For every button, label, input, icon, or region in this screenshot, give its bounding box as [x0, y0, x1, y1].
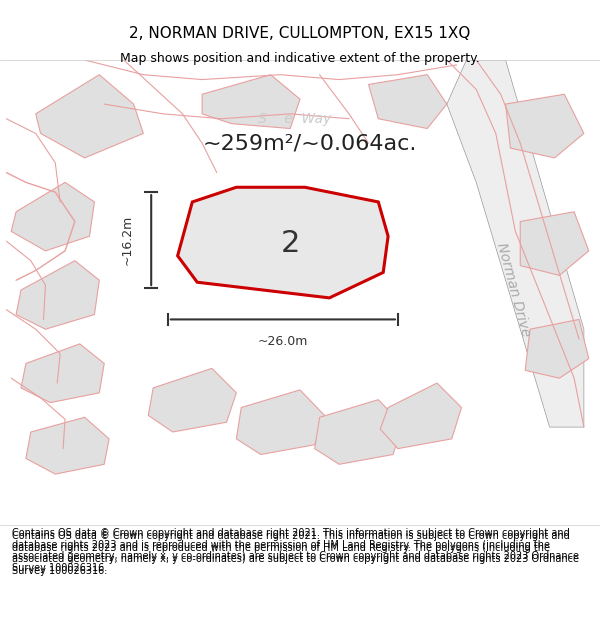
- Text: 2: 2: [281, 229, 300, 258]
- Text: 2, NORMAN DRIVE, CULLOMPTON, EX15 1XQ: 2, NORMAN DRIVE, CULLOMPTON, EX15 1XQ: [130, 26, 470, 41]
- Polygon shape: [26, 418, 109, 474]
- Polygon shape: [148, 368, 236, 432]
- Text: ~26.0m: ~26.0m: [257, 335, 308, 348]
- Polygon shape: [314, 400, 403, 464]
- Polygon shape: [35, 74, 143, 158]
- Text: Contains OS data © Crown copyright and database right 2021. This information is : Contains OS data © Crown copyright and d…: [12, 528, 579, 573]
- Polygon shape: [506, 94, 584, 158]
- Polygon shape: [202, 74, 300, 129]
- Polygon shape: [447, 60, 584, 427]
- Polygon shape: [368, 74, 447, 129]
- Text: ~259m²/~0.064ac.: ~259m²/~0.064ac.: [203, 133, 417, 153]
- Polygon shape: [380, 383, 461, 449]
- Text: Contains OS data © Crown copyright and database right 2021. This information is : Contains OS data © Crown copyright and d…: [12, 531, 579, 576]
- Polygon shape: [236, 390, 325, 454]
- Text: S    e  Way: S e Way: [259, 112, 332, 126]
- Polygon shape: [178, 188, 388, 298]
- Polygon shape: [520, 212, 589, 276]
- Polygon shape: [16, 261, 100, 329]
- Polygon shape: [11, 182, 94, 251]
- Polygon shape: [21, 344, 104, 402]
- Text: Map shows position and indicative extent of the property.: Map shows position and indicative extent…: [120, 52, 480, 64]
- Polygon shape: [525, 319, 589, 378]
- Text: Norman Drive: Norman Drive: [494, 241, 533, 339]
- Text: ~16.2m: ~16.2m: [121, 215, 134, 265]
